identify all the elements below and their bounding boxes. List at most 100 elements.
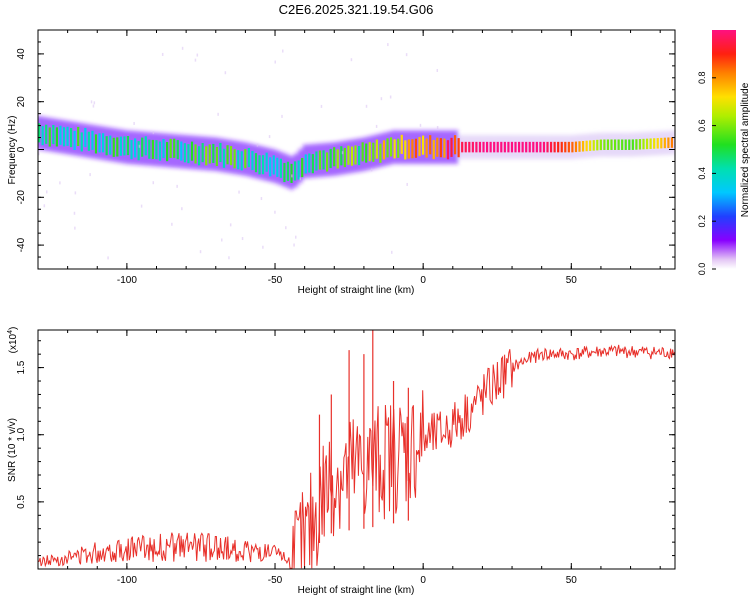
ridge-cell — [471, 141, 474, 153]
ridge-cell — [98, 133, 101, 153]
ridge-cell — [528, 141, 531, 153]
speckle — [238, 190, 240, 194]
ridge-cell — [553, 141, 556, 153]
ridge-cell — [126, 136, 130, 156]
ridge-cell — [617, 139, 620, 150]
ridge-cell — [205, 146, 208, 166]
spectrogram-x-label: Height of straight line (km) — [298, 285, 415, 296]
ridge-cell — [375, 139, 378, 159]
ridge-halo-cell — [245, 142, 249, 177]
ridge-halo-cell — [85, 123, 89, 158]
ridge-halo-cell — [565, 135, 569, 160]
speckle — [74, 226, 76, 230]
ridge-cell — [215, 146, 218, 167]
speckle — [391, 250, 393, 254]
ridge-cell — [567, 141, 570, 153]
speckle — [138, 144, 141, 148]
ridge-halo-cell — [583, 134, 587, 158]
colorbar-tick-label: 0.0 — [697, 263, 707, 276]
speckle — [436, 126, 439, 130]
ridge-cell — [521, 141, 524, 153]
spectrogram-panel: -100 -50 0 50 -40 -20 0 20 40 Height of straight… — [7, 29, 676, 296]
ridge-cell — [393, 139, 396, 159]
colorbar-label: Normalized spectral amplitude — [740, 82, 750, 217]
ridge-cell — [489, 141, 492, 153]
ridge-cell — [308, 153, 311, 173]
ridge-cell — [439, 138, 442, 158]
speckle — [260, 197, 263, 201]
ridge-cell — [482, 141, 485, 153]
ridge-cell — [485, 141, 489, 153]
ridge-cell — [229, 146, 233, 166]
speckle — [293, 243, 295, 247]
ridge-cell — [212, 143, 215, 164]
speckle — [285, 226, 287, 230]
ridge-cell — [190, 141, 194, 161]
ridge-cell — [233, 149, 236, 169]
ridge-cell — [418, 136, 421, 157]
spectrogram-x-tick-label: 50 — [566, 275, 578, 286]
snr-x-label: Height of straight line (km) — [298, 585, 415, 596]
ridge-cell — [507, 141, 510, 153]
ridge-cell — [187, 144, 190, 164]
ridge-halo-cell — [209, 137, 214, 171]
ridge-cell — [219, 142, 222, 163]
ridge-cell — [84, 127, 87, 148]
ridge-cell — [116, 137, 119, 157]
ridge-cell — [183, 143, 186, 163]
speckle — [375, 124, 378, 128]
ridge-cell — [165, 142, 169, 162]
speckle — [241, 237, 244, 241]
ridge-cell — [109, 135, 112, 155]
ridge-cell — [62, 127, 66, 147]
ridge-cell — [496, 141, 499, 153]
ridge-cell — [461, 141, 464, 153]
ridge-halo-cell — [352, 139, 356, 173]
ridge-halo-cell — [49, 118, 54, 152]
snr-x-tick-label: 50 — [566, 575, 578, 586]
ridge-cell — [247, 148, 250, 168]
speckle — [291, 174, 293, 178]
snr-x-tick-label: 0 — [420, 575, 426, 586]
ridge-cell — [429, 135, 432, 155]
ridge-cell — [354, 145, 357, 165]
spectrogram-y-label: Frequency (Hz) — [7, 116, 18, 185]
ridge-cell — [535, 141, 538, 153]
ridge-cell — [663, 137, 666, 149]
ridge-cell — [130, 140, 133, 160]
speckle — [380, 97, 383, 101]
snr-background — [38, 330, 675, 569]
speckle — [133, 121, 135, 125]
ridge-cell — [432, 140, 435, 160]
ridge-cell — [91, 130, 94, 150]
ridge-cell — [325, 152, 329, 172]
ridge-cell — [240, 151, 243, 171]
ridge-halo-cell — [174, 134, 178, 168]
ridge-cell — [194, 144, 197, 164]
ridge-cell — [148, 139, 151, 159]
ridge-cell — [283, 162, 286, 183]
ridge-cell — [514, 141, 517, 153]
ridge-cell — [105, 136, 108, 156]
ridge-cell — [301, 158, 304, 178]
ridge-halo-cell — [618, 132, 623, 157]
ridge-cell — [69, 128, 73, 148]
speckle — [181, 46, 184, 50]
spectrogram-y-tick-label: -20 — [16, 190, 27, 205]
speckle — [299, 177, 302, 181]
ridge-cell — [244, 149, 247, 169]
ridge-cell — [592, 140, 595, 151]
speckle — [161, 52, 164, 56]
ridge-cell — [574, 141, 578, 153]
ridge-cell — [656, 138, 659, 149]
ridge-halo-cell — [405, 130, 409, 164]
speckle — [262, 245, 264, 249]
snr-x-tick-label: -100 — [117, 575, 137, 586]
speckle — [176, 184, 178, 188]
ridge-cell — [649, 138, 652, 149]
speckle — [387, 43, 389, 47]
ridge-cell — [119, 136, 122, 156]
spectrogram-x-tick-label: 0 — [420, 275, 426, 286]
ridge-cell — [450, 137, 453, 157]
ridge-cell — [493, 141, 496, 153]
